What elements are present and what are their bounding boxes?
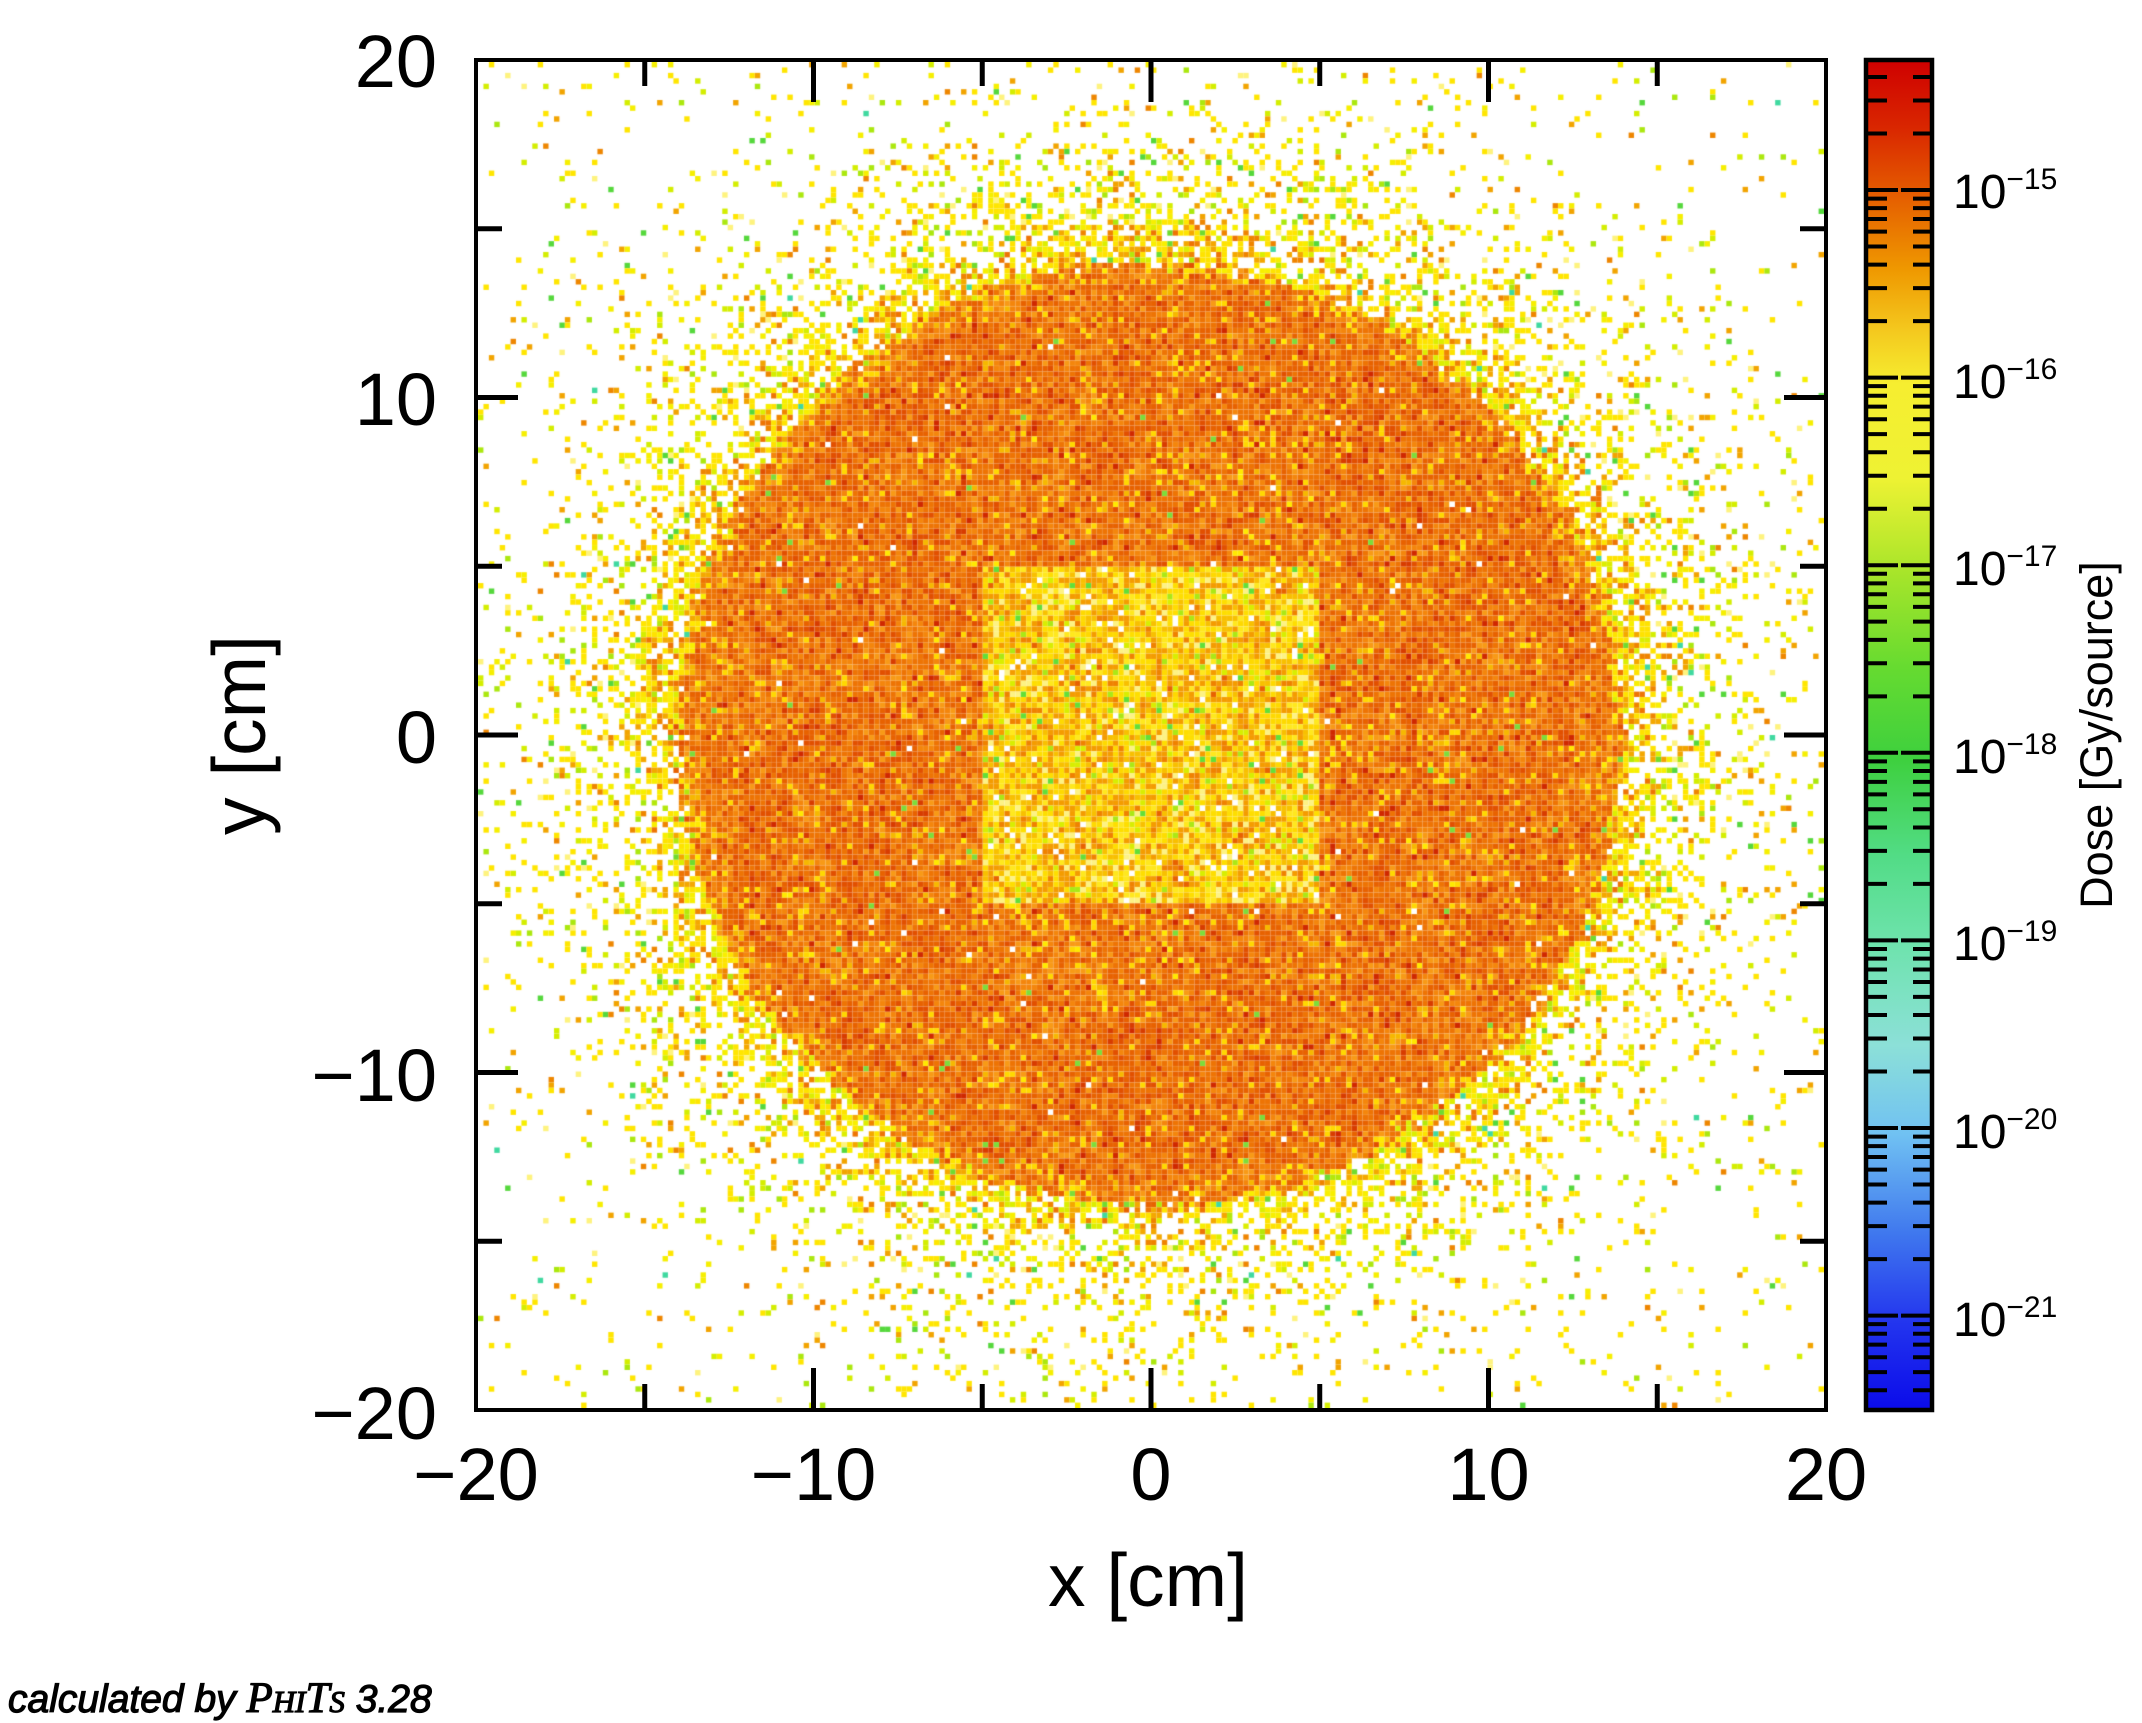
svg-text:−20: −20 xyxy=(413,1433,539,1516)
svg-text:10−21: 10−21 xyxy=(1953,1291,2057,1347)
svg-text:Dose [Gy/source]: Dose [Gy/source] xyxy=(2071,561,2122,909)
svg-text:10: 10 xyxy=(355,358,437,441)
svg-text:−10: −10 xyxy=(311,1034,437,1117)
svg-text:y [cm]: y [cm] xyxy=(197,635,281,835)
svg-text:0: 0 xyxy=(1130,1433,1171,1516)
svg-text:10−19: 10−19 xyxy=(1953,915,2057,971)
svg-text:10−16: 10−16 xyxy=(1953,353,2057,409)
svg-text:−20: −20 xyxy=(311,1372,437,1455)
svg-text:20: 20 xyxy=(355,20,437,103)
svg-text:10: 10 xyxy=(1447,1433,1529,1516)
svg-text:10−20: 10−20 xyxy=(1953,1103,2057,1159)
svg-text:calculated by PHITS 3.28: calculated by PHITS 3.28 xyxy=(8,1675,432,1722)
svg-text:10−17: 10−17 xyxy=(1953,540,2057,596)
svg-text:10−18: 10−18 xyxy=(1953,728,2057,784)
svg-text:10−15: 10−15 xyxy=(1953,163,2057,219)
svg-text:20: 20 xyxy=(1785,1433,1867,1516)
svg-text:−10: −10 xyxy=(751,1433,877,1516)
svg-text:0: 0 xyxy=(396,696,437,779)
svg-text:x [cm]: x [cm] xyxy=(1048,1538,1248,1622)
